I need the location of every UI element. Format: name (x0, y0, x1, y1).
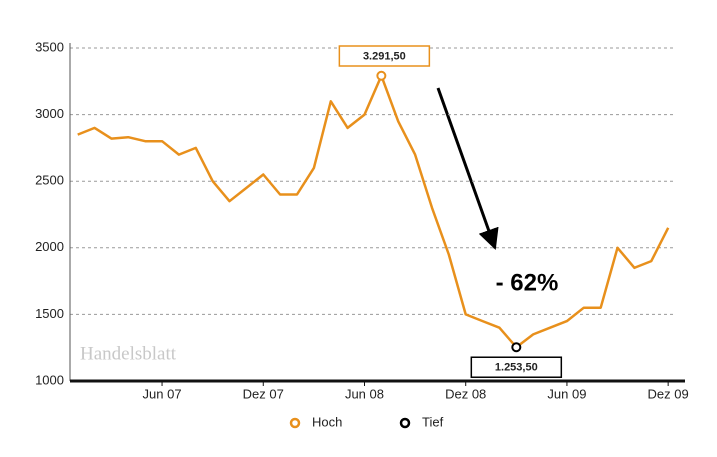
watermark: Handelsblatt (80, 343, 177, 364)
legend-label: Tief (422, 414, 444, 429)
low-label-box (470, 356, 563, 378)
x-tick-label: Dez 07 (243, 386, 284, 401)
annotation: - 62% (496, 269, 559, 296)
x-tick-label: Dez 09 (648, 386, 689, 401)
low-marker (511, 342, 522, 353)
legend-marker (399, 417, 411, 429)
x-tick-label: Jun 08 (345, 386, 384, 401)
high-marker (376, 70, 387, 81)
high-label: 3.291,50 (363, 50, 406, 62)
arrow (436, 87, 499, 250)
high-label-box (338, 45, 431, 67)
y-tick-label: 2000 (35, 239, 64, 254)
y-tick-label: 2500 (35, 173, 64, 188)
y-tick-label: 3000 (35, 106, 64, 121)
y-tick-label: 3500 (35, 39, 64, 54)
x-tick-label: Dez 08 (445, 386, 486, 401)
price-line (77, 74, 670, 349)
low-label: 1.253,50 (495, 362, 538, 374)
y-tick-label: 1000 (35, 372, 64, 387)
legend-label: Hoch (312, 414, 342, 429)
legend-marker (289, 417, 301, 429)
x-tick-label: Jun 07 (143, 386, 182, 401)
x-tick-label: Jun 09 (547, 386, 586, 401)
y-tick-label: 1500 (35, 306, 64, 321)
